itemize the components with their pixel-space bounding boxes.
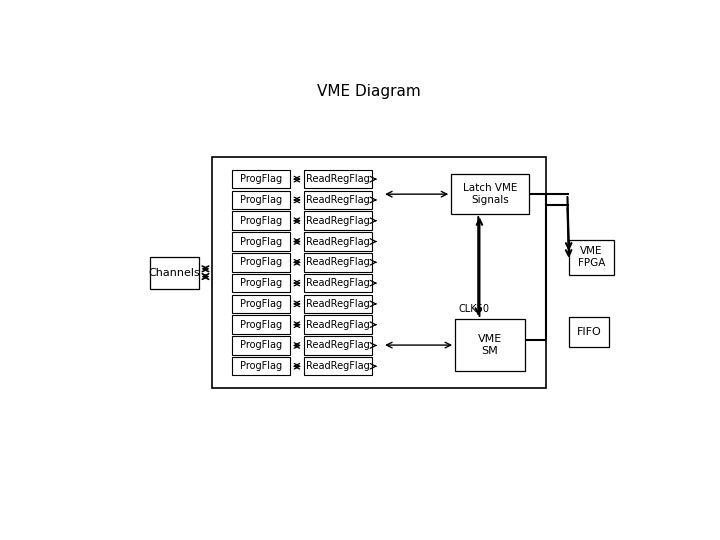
Bar [232, 232, 290, 251]
Bar [232, 170, 290, 188]
Bar [232, 315, 290, 334]
Text: Latch VME
Signals: Latch VME Signals [463, 184, 517, 205]
Text: ReadRegFlag: ReadRegFlag [306, 174, 370, 184]
Text: ReadRegFlag: ReadRegFlag [306, 237, 370, 247]
Text: ReadRegFlag: ReadRegFlag [306, 361, 370, 372]
Text: VME Diagram: VME Diagram [317, 84, 421, 99]
Text: ReadRegFlag: ReadRegFlag [306, 320, 370, 330]
Bar [232, 253, 290, 272]
Bar [304, 315, 372, 334]
Bar [304, 253, 372, 272]
Bar [232, 191, 290, 209]
Text: ProgFlag: ProgFlag [240, 195, 282, 205]
Bar [150, 256, 199, 289]
Text: ProgFlag: ProgFlag [240, 278, 282, 288]
Bar [232, 357, 290, 375]
Bar [232, 212, 290, 230]
Bar [304, 191, 372, 209]
Bar [304, 295, 372, 313]
Text: Channels: Channels [148, 268, 200, 278]
Text: ReadRegFlag: ReadRegFlag [306, 195, 370, 205]
Text: ProgFlag: ProgFlag [240, 320, 282, 330]
Text: ProgFlag: ProgFlag [240, 299, 282, 309]
Text: ReadRegFlag: ReadRegFlag [306, 340, 370, 350]
Text: ProgFlag: ProgFlag [240, 174, 282, 184]
Text: ReadRegFlag: ReadRegFlag [306, 278, 370, 288]
Bar [304, 357, 372, 375]
Bar [232, 274, 290, 292]
Text: ReadRegFlag: ReadRegFlag [306, 257, 370, 267]
Bar [304, 274, 372, 292]
Bar [569, 240, 614, 275]
Bar [304, 212, 372, 230]
Bar [455, 319, 525, 372]
Text: VME
SM: VME SM [478, 334, 502, 356]
Bar [304, 170, 372, 188]
Text: ProgFlag: ProgFlag [240, 340, 282, 350]
Bar [304, 232, 372, 251]
Text: ReadRegFlag: ReadRegFlag [306, 299, 370, 309]
Bar [212, 157, 546, 388]
Text: ProgFlag: ProgFlag [240, 257, 282, 267]
Text: VME
FPGA: VME FPGA [577, 246, 605, 268]
Text: ProgFlag: ProgFlag [240, 215, 282, 226]
Text: ProgFlag: ProgFlag [240, 361, 282, 372]
Text: ReadRegFlag: ReadRegFlag [306, 215, 370, 226]
Text: ProgFlag: ProgFlag [240, 237, 282, 247]
Bar [451, 174, 528, 214]
Bar [232, 336, 290, 355]
Bar [569, 318, 609, 347]
Text: FIFO: FIFO [577, 327, 601, 337]
Bar [232, 295, 290, 313]
Text: CLK50: CLK50 [459, 304, 490, 314]
Bar [304, 336, 372, 355]
